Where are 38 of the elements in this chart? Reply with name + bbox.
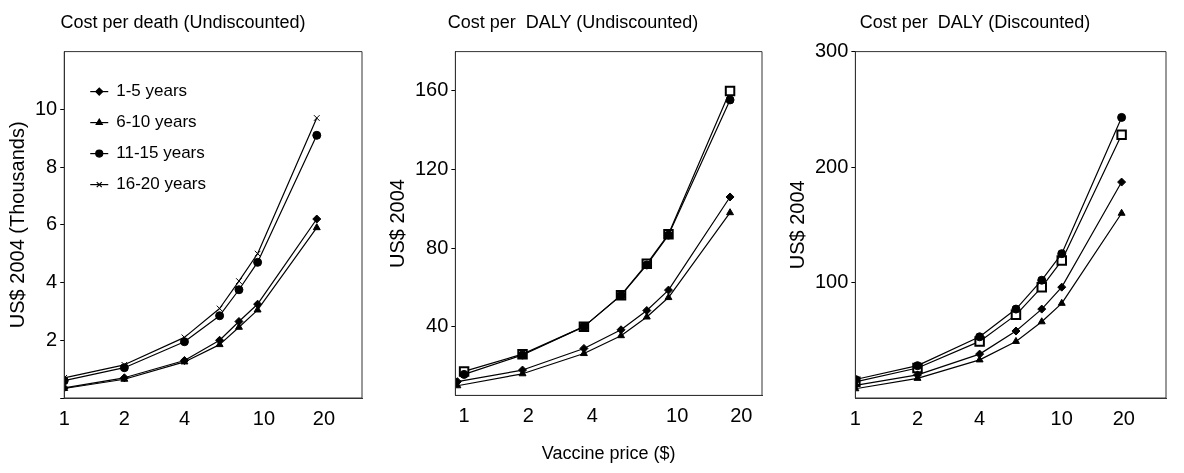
y-axis-title: US$ 2004 (Thousands) bbox=[5, 121, 28, 329]
chart-title: Cost per DALY (Undiscounted) bbox=[447, 11, 699, 32]
y-tick-label: 100 bbox=[814, 270, 849, 293]
legend-label: 16-20 years bbox=[116, 174, 207, 194]
y-tick-label: 80 bbox=[426, 235, 449, 258]
y-tick-label: 2 bbox=[46, 327, 58, 350]
x-tick-label: 2 bbox=[522, 403, 534, 426]
y-tick-label: 300 bbox=[814, 39, 849, 62]
x-tick-label: 1 bbox=[458, 403, 470, 426]
y-tick-label: 10 bbox=[35, 96, 58, 119]
y-tick-label: 120 bbox=[414, 156, 449, 179]
y-tick-label: 40 bbox=[426, 314, 449, 337]
legend-label: 11-15 years bbox=[116, 143, 205, 163]
y-tick-label: 200 bbox=[814, 154, 849, 177]
legend-label: 1-5 years bbox=[116, 81, 188, 101]
x-tick-label: 10 bbox=[252, 406, 276, 429]
y-tick-label: 6 bbox=[46, 212, 58, 235]
y-axis-title: US$ 2004 bbox=[785, 180, 808, 270]
x-tick-label: 4 bbox=[178, 406, 191, 429]
x-tick-label: 2 bbox=[911, 406, 924, 429]
y-axis-title: US$ 2004 bbox=[385, 179, 408, 268]
y-tick-label: 160 bbox=[414, 78, 449, 101]
x-tick-label: 1 bbox=[58, 406, 70, 429]
x-axis-title: Vaccine price ($) bbox=[541, 443, 676, 464]
chart-title: Cost per DALY (Discounted) bbox=[859, 11, 1091, 32]
x-tick-label: 2 bbox=[118, 406, 130, 429]
x-tick-label: 4 bbox=[586, 403, 598, 426]
x-tick-label: 4 bbox=[974, 406, 986, 429]
x-tick-label: 20 bbox=[312, 406, 336, 429]
x-tick-label: 10 bbox=[666, 403, 689, 426]
x-tick-label: 10 bbox=[1050, 406, 1073, 429]
y-tick-label: 8 bbox=[46, 154, 58, 177]
x-tick-label: 1 bbox=[849, 406, 861, 429]
legend-label: 6-10 years bbox=[116, 112, 197, 132]
y-tick-label: 4 bbox=[46, 270, 58, 293]
chart-title: Cost per death (Undiscounted) bbox=[60, 11, 306, 32]
x-tick-label: 20 bbox=[730, 403, 753, 426]
x-tick-label: 20 bbox=[1112, 406, 1135, 429]
